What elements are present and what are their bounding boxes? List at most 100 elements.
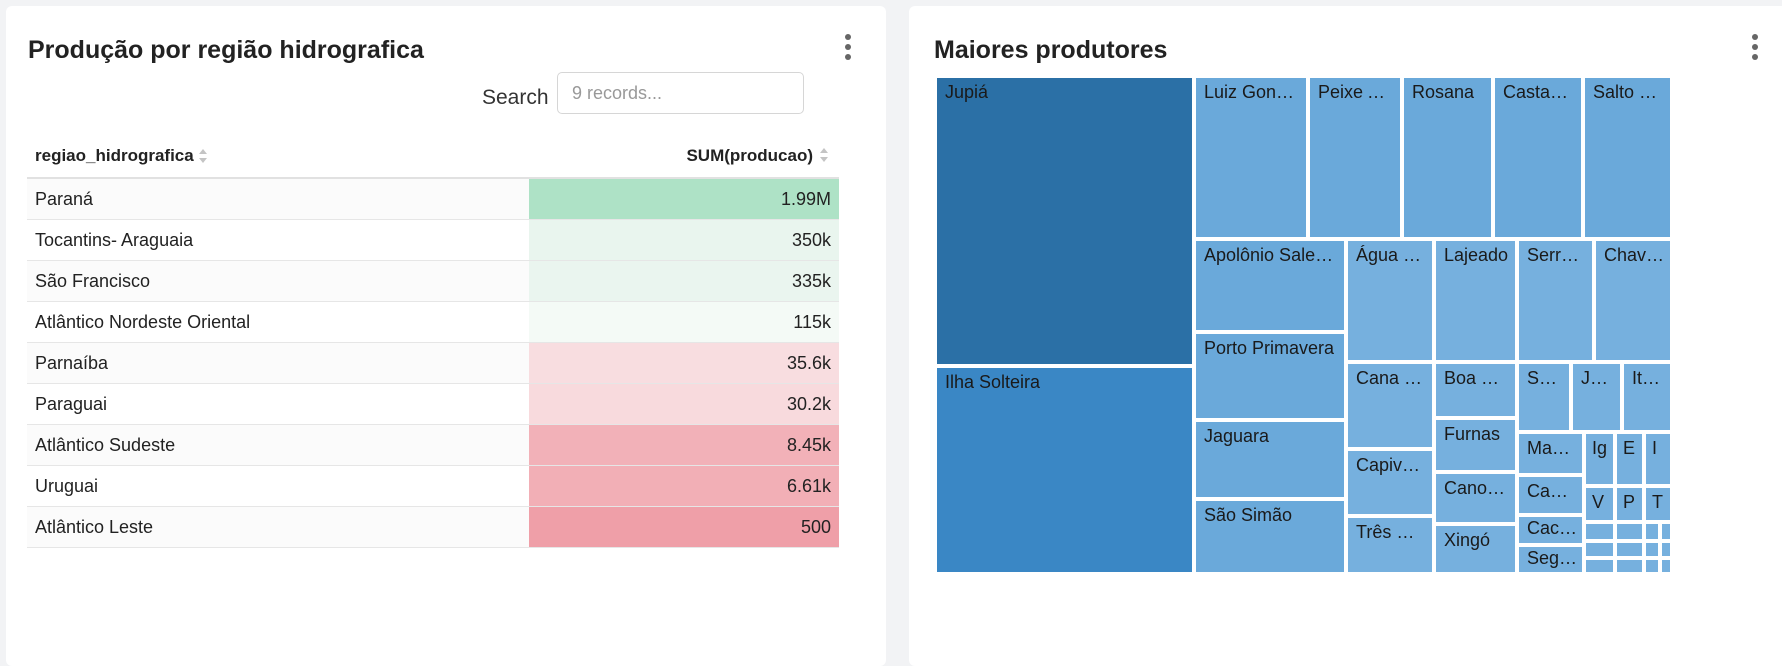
treemap-cell[interactable]: I <box>1644 432 1672 486</box>
treemap-cell[interactable]: Três Ma... <box>1346 516 1434 574</box>
treemap-cell[interactable]: Jur... <box>1571 362 1622 432</box>
table-row: Paraná 1.99M <box>27 178 839 220</box>
column-header-region[interactable]: regiao_hidrografica <box>27 134 529 179</box>
treemap-cell[interactable] <box>1615 522 1644 541</box>
treemap-cell[interactable]: Peixe An... <box>1308 76 1402 239</box>
treemap-label: V <box>1592 492 1605 512</box>
treemap-cell[interactable]: Apolônio Sales ... <box>1194 239 1346 332</box>
sort-icon[interactable] <box>198 149 208 164</box>
treemap-cell[interactable]: Serra d... <box>1517 239 1594 362</box>
region-name-cell: Atlântico Nordeste Oriental <box>27 301 529 343</box>
treemap-cell[interactable]: Jupiá <box>935 76 1194 366</box>
table-row: Tocantins- Araguaia 350k <box>27 219 839 261</box>
treemap-cell[interactable]: E <box>1615 432 1644 486</box>
region-name-cell: Parnaíba <box>27 342 529 384</box>
treemap-cell[interactable]: Boa Es... <box>1434 362 1517 418</box>
table-row: Atlântico Leste 500 <box>27 506 839 548</box>
treemap-cell[interactable] <box>1584 558 1615 574</box>
treemap-label: Ig <box>1592 438 1608 458</box>
treemap-cell[interactable] <box>1615 558 1644 574</box>
treemap-label: Água Ve... <box>1356 245 1428 265</box>
treemap-label: São Simão <box>1204 505 1293 525</box>
treemap-cell[interactable]: Chava... <box>1594 239 1672 362</box>
treemap-label: Boa Es... <box>1444 368 1511 388</box>
treemap-cell[interactable]: Castanh... <box>1493 76 1583 239</box>
treemap-label: Ilha Solteira <box>945 372 1041 392</box>
more-options-icon[interactable] <box>1751 34 1759 64</box>
treemap-cell[interactable] <box>1584 541 1615 558</box>
treemap-cell[interactable] <box>1615 541 1644 558</box>
more-options-icon[interactable] <box>844 34 852 64</box>
treemap-cell[interactable]: P <box>1615 486 1644 522</box>
treemap-cell[interactable]: Cach... <box>1517 515 1584 545</box>
treemap-cell[interactable]: Capivara <box>1346 449 1434 516</box>
treemap-cell[interactable] <box>1584 522 1615 541</box>
treemap-label: Jaguara <box>1204 426 1270 446</box>
producers-treemap: Jupiá Ilha Solteira Luiz Gonza... Peixe … <box>935 76 1763 641</box>
table-row: Paraguai 30.2k <box>27 383 839 425</box>
production-table: regiao_hidrografica SUM(producao) Paraná… <box>27 134 839 548</box>
treemap-cell[interactable]: Cano... <box>1517 475 1584 515</box>
treemap-cell[interactable]: Jaguara <box>1194 420 1346 499</box>
region-name-cell: Atlântico Leste <box>27 506 529 548</box>
region-name-cell: Paraguai <box>27 383 529 425</box>
treemap-label: Salt... <box>1527 368 1565 388</box>
top-producers-card: Maiores produtores Jupiá Ilha Solteira L… <box>909 6 1782 666</box>
treemap-cell[interactable]: Cana Br... <box>1346 362 1434 449</box>
table-row: São Francisco 335k <box>27 260 839 302</box>
region-name-cell: Tocantins- Araguaia <box>27 219 529 261</box>
treemap-cell[interactable]: Ig <box>1584 432 1615 486</box>
treemap-label: Jur... <box>1581 368 1616 388</box>
treemap-label: Chava... <box>1604 245 1666 265</box>
treemap-cell[interactable] <box>1644 522 1660 541</box>
treemap-cell[interactable]: Itu... <box>1622 362 1672 432</box>
card-title: Produção por região hidrografica <box>28 36 424 64</box>
treemap-cell[interactable]: Xingó <box>1434 524 1517 574</box>
regional-production-card: Produção por região hidrografica Search … <box>6 6 886 666</box>
treemap-cell[interactable]: São Simão <box>1194 499 1346 574</box>
treemap-label: Salto Ca... <box>1593 82 1666 102</box>
production-value-cell: 350k <box>529 219 839 261</box>
production-value-cell: 6.61k <box>529 465 839 507</box>
region-name-cell: Uruguai <box>27 465 529 507</box>
treemap-cell[interactable] <box>1660 558 1672 574</box>
treemap-cell[interactable]: V <box>1584 486 1615 522</box>
treemap-label: I <box>1652 438 1658 458</box>
card-title: Maiores produtores <box>934 36 1168 64</box>
treemap-cell[interactable]: T <box>1644 486 1672 522</box>
search-input[interactable] <box>557 72 804 114</box>
production-value-cell: 500 <box>529 506 839 548</box>
treemap-cell[interactable] <box>1660 522 1672 541</box>
treemap-cell[interactable]: Canoas I <box>1434 472 1517 524</box>
column-header-sum[interactable]: SUM(producao) <box>529 134 839 179</box>
treemap-cell[interactable]: Porto Primavera <box>1194 332 1346 420</box>
production-value-cell: 30.2k <box>529 383 839 425</box>
column-header-label: regiao_hidrografica <box>35 145 194 165</box>
table-row: Parnaíba 35.6k <box>27 342 839 384</box>
production-value-cell: 1.99M <box>529 178 839 220</box>
production-value-cell: 35.6k <box>529 342 839 384</box>
treemap-label: P <box>1623 492 1636 512</box>
treemap-label: Apolônio Sales ... <box>1204 245 1340 265</box>
treemap-cell[interactable] <box>1660 541 1672 558</box>
treemap-label: Cach... <box>1527 518 1578 538</box>
region-name-cell: Paraná <box>27 178 529 220</box>
treemap-cell[interactable]: Rosana <box>1402 76 1493 239</box>
treemap-label: Três Ma... <box>1356 522 1428 542</box>
treemap-label: Cana Br... <box>1356 368 1428 388</box>
treemap-cell[interactable] <box>1644 558 1660 574</box>
treemap-label: Serra d... <box>1527 245 1588 265</box>
treemap-label: T <box>1652 492 1663 512</box>
sort-icon[interactable] <box>819 147 829 162</box>
treemap-cell[interactable]: Ilha Solteira <box>935 366 1194 574</box>
treemap-cell[interactable]: Segre... <box>1517 545 1584 574</box>
treemap-cell[interactable]: Água Ve... <box>1346 239 1434 362</box>
treemap-cell[interactable]: Salto Ca... <box>1583 76 1672 239</box>
treemap-cell[interactable] <box>1644 541 1660 558</box>
treemap-cell[interactable]: Lajeado <box>1434 239 1517 362</box>
treemap-cell[interactable]: Salt... <box>1517 362 1571 432</box>
treemap-cell[interactable]: Manso <box>1517 432 1584 475</box>
table-header-row: regiao_hidrografica SUM(producao) <box>27 134 839 179</box>
treemap-cell[interactable]: Luiz Gonza... <box>1194 76 1308 239</box>
treemap-cell[interactable]: Furnas <box>1434 418 1517 472</box>
